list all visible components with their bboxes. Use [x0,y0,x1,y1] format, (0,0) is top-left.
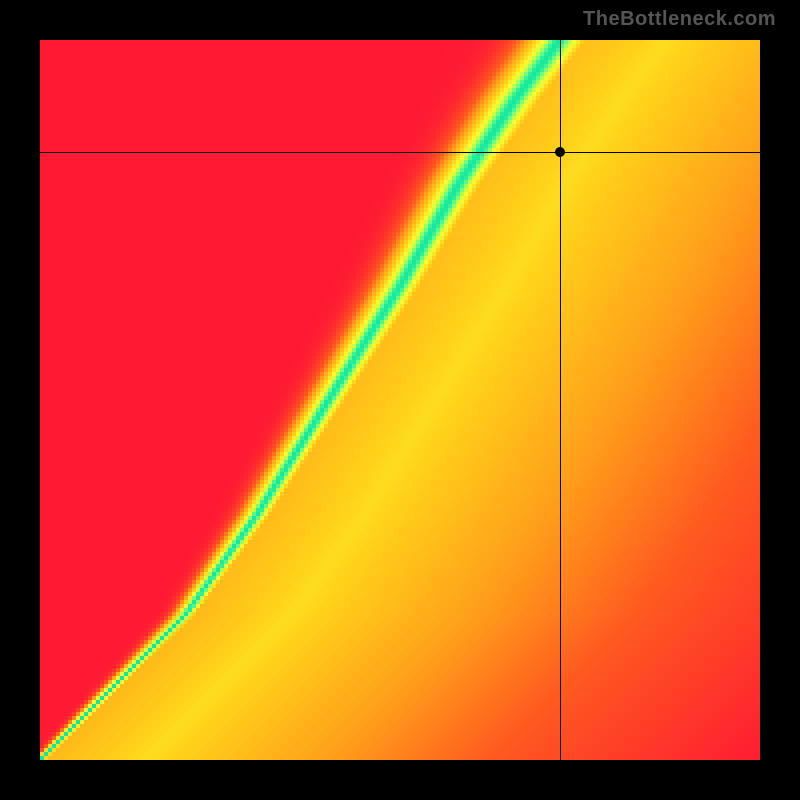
plot-area [40,40,760,760]
crosshair-marker [555,147,565,157]
crosshair-horizontal [40,152,760,153]
watermark-text: TheBottleneck.com [583,8,776,31]
chart-container: TheBottleneck.com [0,0,800,800]
heatmap-canvas [40,40,760,760]
